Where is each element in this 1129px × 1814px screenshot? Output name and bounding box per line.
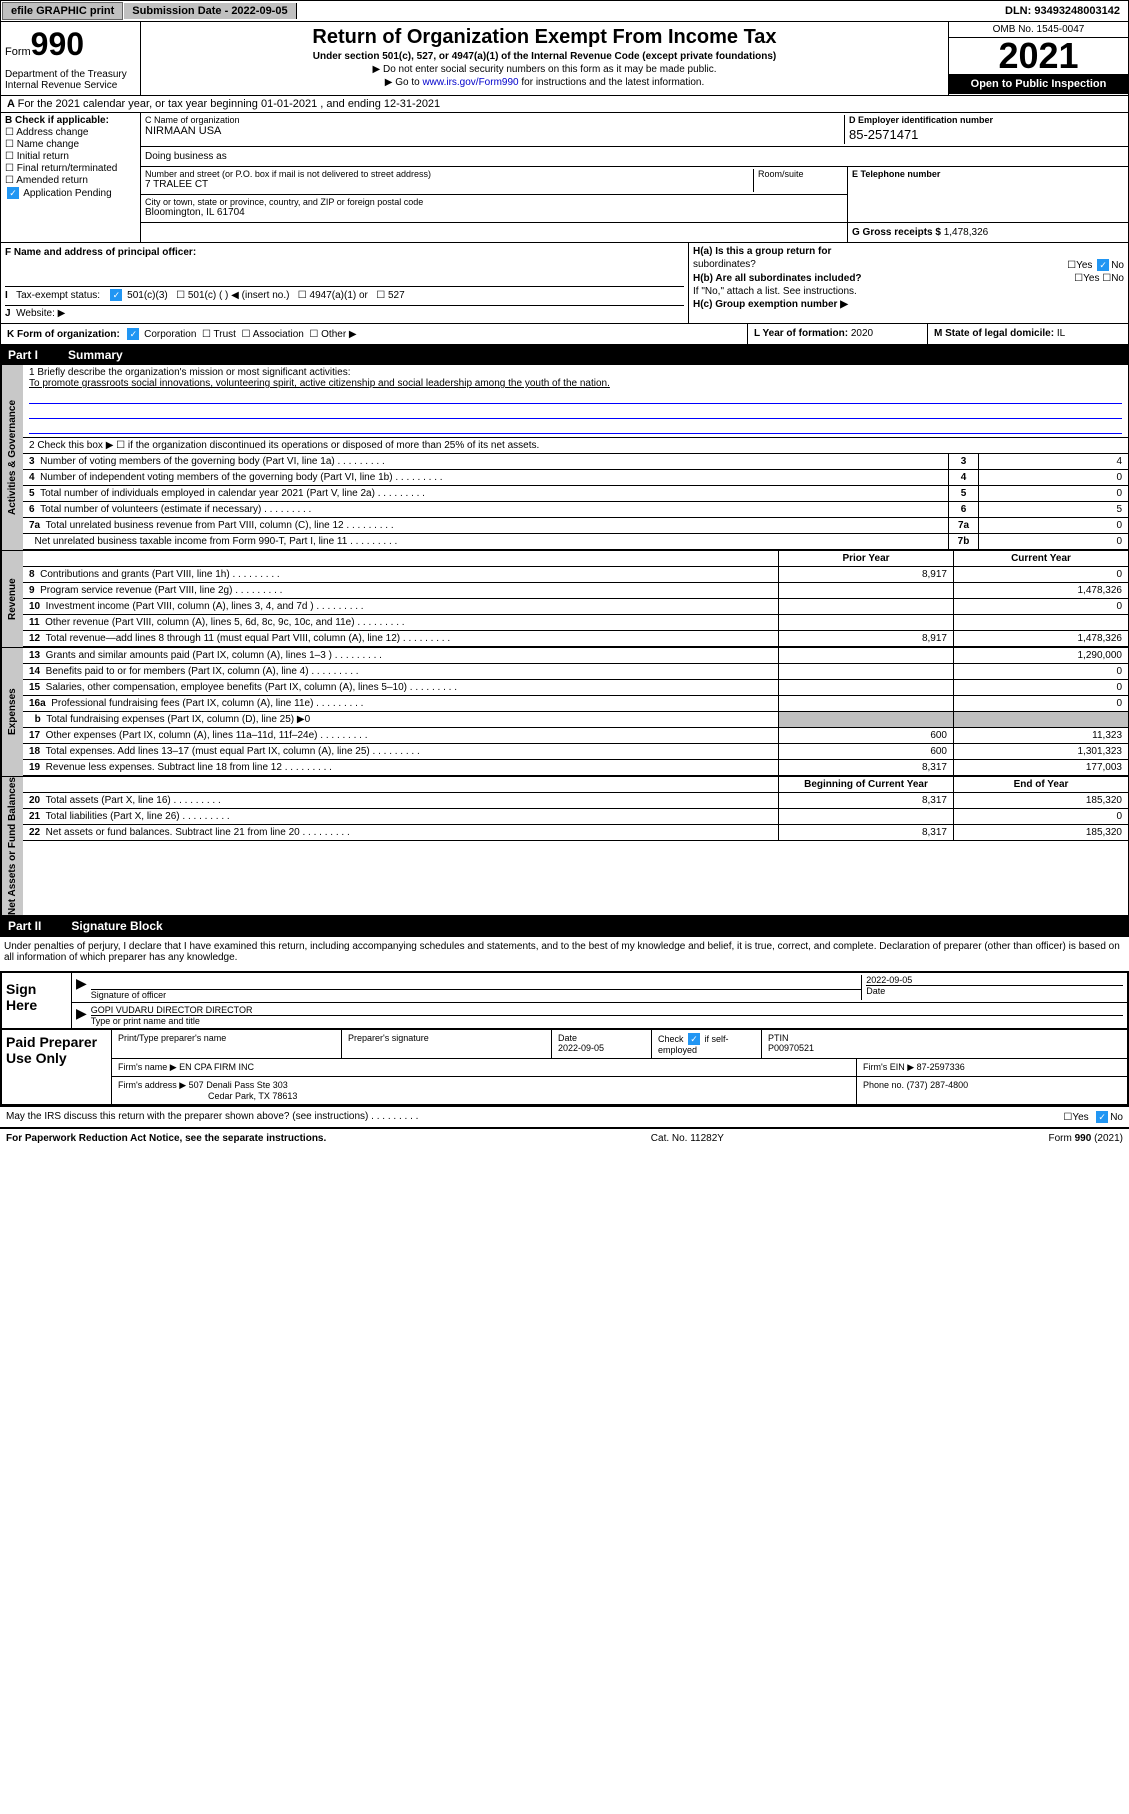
cat-no: Cat. No. 11282Y [651,1133,724,1144]
fin-row: 21 Total liabilities (Part X, line 26)0 [23,809,1128,825]
section-a: A For the 2021 calendar year, or tax yea… [0,96,1129,113]
dba-row: Doing business as [141,147,1128,167]
sign-here-label: Sign Here [2,973,72,1028]
check-applicable: B Check if applicable: ☐ Address change … [1,113,141,242]
fin-row: 9 Program service revenue (Part VIII, li… [23,583,1128,599]
irs-link[interactable]: www.irs.gov/Form990 [422,77,518,88]
e-label: E Telephone number [852,169,1124,179]
discuss-row: May the IRS discuss this return with the… [0,1106,1129,1127]
summary-row: 5 Total number of individuals employed i… [23,486,1128,502]
preparer-label: Paid Preparer Use Only [2,1030,112,1104]
open-public-badge: Open to Public Inspection [949,74,1128,94]
summary-row: 4 Number of independent voting members o… [23,470,1128,486]
city-value: Bloomington, IL 61704 [145,207,843,218]
paperwork-notice: For Paperwork Reduction Act Notice, see … [6,1133,326,1144]
fin-row: 11 Other revenue (Part VIII, column (A),… [23,615,1128,631]
form-subtitle: Under section 501(c), 527, or 4947(a)(1)… [145,51,944,62]
part2-header: Part IISignature Block [0,916,1129,936]
dln-label: DLN: 93493248003142 [997,3,1128,19]
gross-receipts: G Gross receipts $ 1,478,326 [848,223,1128,242]
note-2: ▶ Go to www.irs.gov/Form990 for instruct… [145,77,944,88]
fin-row: 10 Investment income (Part VIII, column … [23,599,1128,615]
activities-section: Activities & Governance 1 Briefly descri… [0,365,1129,551]
street-value: 7 TRALEE CT [145,179,753,190]
fin-row: 16a Professional fundraising fees (Part … [23,696,1128,712]
fin-row: 18 Total expenses. Add lines 13–17 (must… [23,744,1128,760]
preparer-block: Paid Preparer Use Only Print/Type prepar… [0,1030,1129,1106]
form-title: Return of Organization Exempt From Incom… [145,26,944,49]
d-label: D Employer identification number [849,115,1124,125]
summary-row: 7a Total unrelated business revenue from… [23,518,1128,534]
efile-button[interactable]: efile GRAPHIC print [2,2,123,20]
form-number: Form990 [5,26,136,63]
summary-row: 3 Number of voting members of the govern… [23,454,1128,470]
chk-501c3[interactable]: ✓ [110,289,122,301]
fin-row: b Total fundraising expenses (Part IX, c… [23,712,1128,728]
f-officer: F Name and address of principal officer:… [1,243,688,323]
chk-initial[interactable]: ☐ Initial return [5,151,136,162]
revenue-section: Revenue Prior YearCurrent Year 8 Contrib… [0,551,1129,648]
fin-row: 19 Revenue less expenses. Subtract line … [23,760,1128,776]
q2-discontinued: 2 Check this box ▶ ☐ if the organization… [23,438,1128,454]
signature-declaration: Under penalties of perjury, I declare th… [0,936,1129,967]
fin-row: 14 Benefits paid to or for members (Part… [23,664,1128,680]
row-fhg: F Name and address of principal officer:… [0,243,1129,324]
netassets-section: Net Assets or Fund Balances Beginning of… [0,777,1129,916]
form-ref: Form 990 (2021) [1049,1133,1123,1144]
tab-activities: Activities & Governance [1,365,23,550]
sign-here-block: Sign Here ▶Signature of officer2022-09-0… [0,971,1129,1030]
fin-row: 20 Total assets (Part X, line 16)8,31718… [23,793,1128,809]
ein-value: 85-2571471 [849,125,1124,144]
expenses-section: Expenses 13 Grants and similar amounts p… [0,648,1129,777]
c-label: C Name of organization [145,115,844,125]
part1-header: Part ISummary [0,345,1129,365]
fin-row: 13 Grants and similar amounts paid (Part… [23,648,1128,664]
identity-grid: B Check if applicable: ☐ Address change … [0,113,1129,243]
form-header: Form990 Department of the Treasury Inter… [0,22,1129,96]
fin-row: 22 Net assets or fund balances. Subtract… [23,825,1128,841]
fin-row: 8 Contributions and grants (Part VIII, l… [23,567,1128,583]
fin-row: 12 Total revenue—add lines 8 through 11 … [23,631,1128,647]
tab-revenue: Revenue [1,551,23,647]
chk-name[interactable]: ☐ Name change [5,139,136,150]
q1-mission: 1 Briefly describe the organization's mi… [23,365,1128,438]
chk-address[interactable]: ☐ Address change [5,127,136,138]
chk-pending[interactable]: ✓ Application Pending [5,187,136,199]
tab-expenses: Expenses [1,648,23,776]
chk-final[interactable]: ☐ Final return/terminated [5,163,136,174]
note-1: ▶ Do not enter social security numbers o… [145,64,944,75]
tax-year: 2021 [949,38,1128,74]
tab-netassets: Net Assets or Fund Balances [1,777,23,915]
fin-row: 15 Salaries, other compensation, employe… [23,680,1128,696]
summary-row: 6 Total number of volunteers (estimate i… [23,502,1128,518]
org-name: NIRMAAN USA [145,125,844,137]
summary-row: Net unrelated business taxable income fr… [23,534,1128,550]
row-klm: K Form of organization: ✓ Corporation ☐ … [0,324,1129,345]
top-bar: efile GRAPHIC print Submission Date - 20… [0,0,1129,22]
dept-label: Department of the Treasury Internal Reve… [5,63,136,91]
chk-amended[interactable]: ☐ Amended return [5,175,136,186]
fin-row: 17 Other expenses (Part IX, column (A), … [23,728,1128,744]
submission-date: Submission Date - 2022-09-05 [124,3,296,19]
